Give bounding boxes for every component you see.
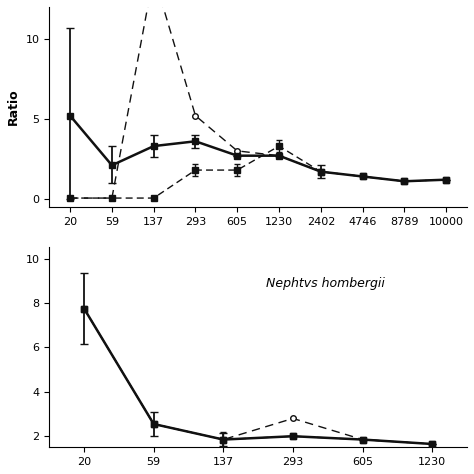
Y-axis label: Ratio: Ratio	[7, 89, 20, 125]
Text: Nephtvs hombergii: Nephtvs hombergii	[266, 277, 385, 291]
